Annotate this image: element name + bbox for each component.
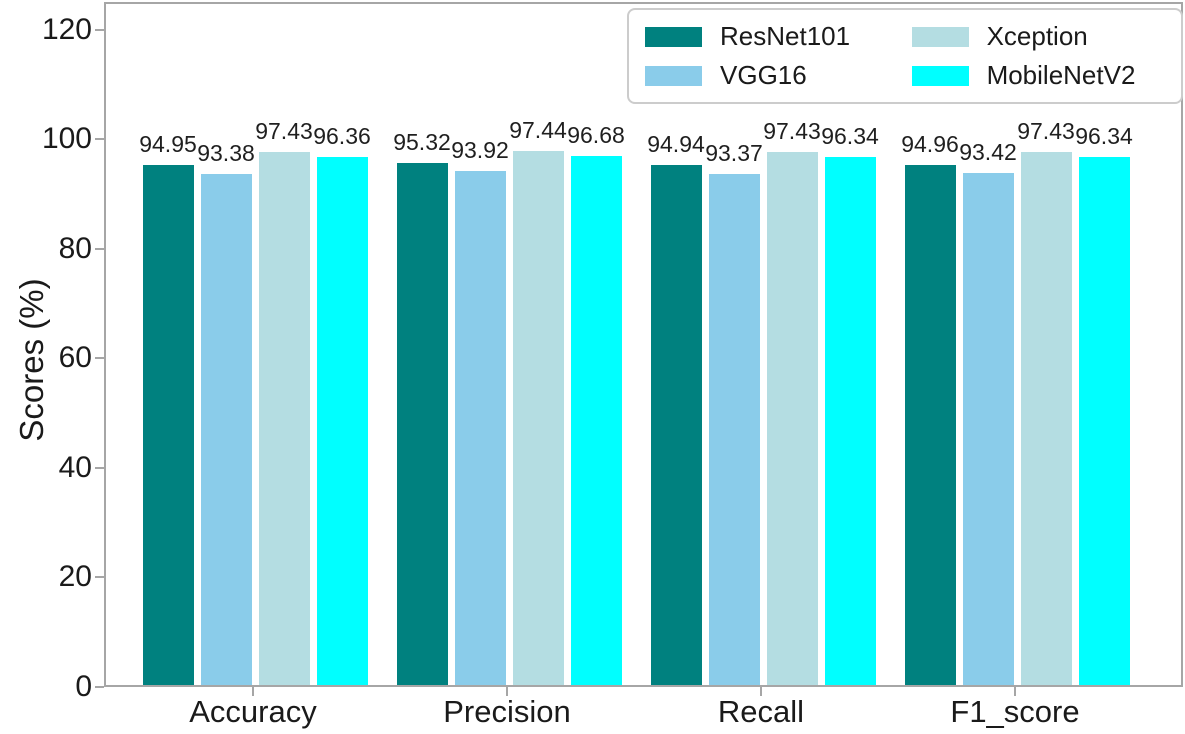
- bar-vgg16-accuracy: [200, 173, 252, 685]
- legend-item-mobilenetv2: MobileNetV2: [911, 60, 1165, 91]
- bar-value-label: 93.42: [959, 139, 1017, 166]
- bar-value-label: 96.36: [313, 123, 371, 150]
- legend-swatch-mobilenetv2: [911, 65, 969, 86]
- y-tick-label: 20: [58, 560, 92, 594]
- bar-resnet101-recall: [650, 165, 702, 685]
- bar-mobilenetv2-recall: [824, 157, 876, 685]
- plot-area: 94.95 93.38 97.43 96.36 95.32 93.92 97.44 96.68…: [104, 2, 1183, 687]
- legend-item-vgg16: VGG16: [645, 60, 888, 91]
- y-tick-mark: [95, 466, 104, 469]
- bar-vgg16-precision: [454, 170, 506, 685]
- bar-value-label: 97.43: [255, 117, 313, 144]
- legend-swatch-vgg16: [645, 65, 702, 86]
- bar-vgg16-recall: [708, 173, 760, 685]
- bar-value-label: 97.44: [509, 117, 567, 144]
- legend-label: ResNet101: [720, 21, 851, 51]
- y-axis-label: Scores (%): [13, 278, 50, 442]
- bar-value-label: 95.32: [393, 129, 451, 156]
- y-tick-label: 0: [75, 670, 92, 703]
- bar-xception-accuracy: [258, 151, 310, 685]
- legend-swatch-resnet101: [645, 26, 702, 47]
- legend-label: Xception: [986, 21, 1088, 51]
- y-tick-mark: [95, 247, 104, 250]
- legend-item-resnet101: ResNet101: [645, 21, 888, 52]
- x-tick-mark: [1014, 687, 1016, 696]
- bar-xception-recall: [766, 151, 818, 685]
- bar-value-label: 93.92: [451, 136, 509, 163]
- bar-xception-precision: [512, 151, 564, 685]
- bar-value-label: 97.43: [763, 117, 821, 144]
- bar-value-label: 97.43: [1017, 117, 1075, 144]
- y-tick-mark: [95, 686, 104, 688]
- x-tick-label-recall: Recall: [717, 694, 805, 729]
- bar-value-label: 96.68: [567, 121, 625, 148]
- legend-label: VGG16: [720, 60, 807, 90]
- bar-resnet101-precision: [396, 163, 448, 685]
- y-tick-mark: [95, 138, 104, 141]
- bar-vgg16-f1_score: [962, 173, 1014, 685]
- x-tick-mark: [506, 687, 508, 696]
- y-tick-label: 100: [41, 122, 92, 156]
- bar-resnet101-f1_score: [904, 165, 956, 685]
- y-tick-mark: [95, 357, 104, 360]
- bar-value-label: 94.94: [647, 131, 705, 158]
- legend-swatch-xception: [911, 26, 969, 47]
- bar-value-label: 93.38: [197, 139, 255, 166]
- bar-xception-f1_score: [1020, 151, 1072, 685]
- bar-mobilenetv2-precision: [570, 155, 622, 685]
- bar-mobilenetv2-f1_score: [1078, 157, 1130, 685]
- legend-item-xception: Xception: [911, 21, 1165, 52]
- bar-value-label: 93.37: [705, 139, 763, 166]
- legend: ResNet101 Xception VGG16 MobileNetV2: [627, 8, 1183, 104]
- y-tick-mark: [95, 28, 104, 31]
- y-tick-mark: [95, 576, 104, 579]
- bar-value-label: 96.34: [821, 123, 879, 150]
- y-tick-label: 80: [58, 231, 92, 265]
- bar-mobilenetv2-accuracy: [316, 157, 368, 685]
- x-tick-mark: [252, 687, 254, 696]
- y-tick-label: 40: [58, 450, 92, 484]
- x-tick-label-f1_score: F1_score: [950, 694, 1080, 729]
- x-tick-label-precision: Precision: [443, 694, 571, 729]
- bar-value-label: 94.95: [139, 131, 197, 158]
- y-tick-label: 120: [41, 12, 92, 46]
- y-tick-label: 60: [58, 341, 92, 375]
- legend-label: MobileNetV2: [986, 60, 1136, 90]
- x-tick-label-accuracy: Accuracy: [189, 694, 317, 729]
- bar-value-label: 96.34: [1075, 123, 1133, 150]
- x-tick-mark: [760, 687, 762, 696]
- bar-resnet101-accuracy: [142, 165, 194, 685]
- bar-value-label: 94.96: [901, 131, 959, 158]
